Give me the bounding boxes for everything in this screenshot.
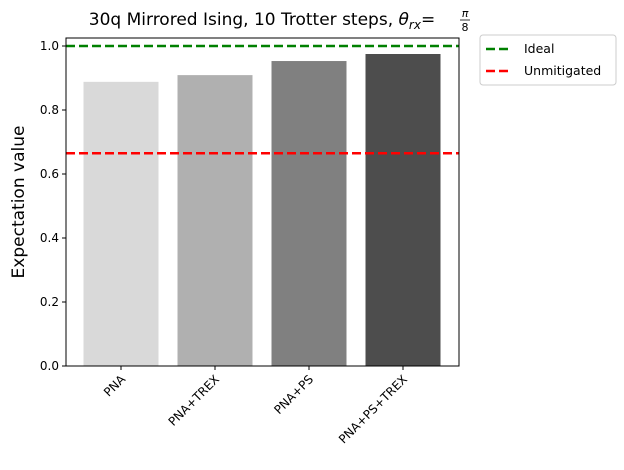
x-tick-label: PNA [101,372,129,400]
y-tick-label: 0.8 [40,103,59,117]
bar-pna [83,81,159,366]
legend-frame [479,34,617,86]
y-tick-label: 0.6 [40,167,59,181]
bar-pna-ps [271,61,347,366]
bar-pna-trex [177,75,253,367]
chart-title: 30q Mirrored Ising, 10 Trotter steps, θr… [89,10,435,32]
y-axis-label: Expectation value [9,126,29,279]
bar-pna-ps-trex [365,54,441,366]
x-tick-label: PNA+PS+TREX [336,372,410,446]
legend-label-unmitigated: Unmitigated [524,63,601,78]
title-fraction-numerator: π [462,7,469,20]
legend-label-ideal: Ideal [524,41,554,56]
plot-frame [65,37,460,367]
y-tick-label: 0.2 [40,295,59,309]
x-tick-label: PNA+TREX [166,372,223,429]
y-tick-label: 0.4 [40,231,59,245]
y-tick-label: 1.0 [40,39,59,53]
legend: Ideal Unmitigated [479,34,617,86]
y-tick-label: 0.0 [40,359,59,373]
x-tick-label: PNA+PS [271,372,316,417]
title-fraction-denominator: 8 [462,21,469,34]
